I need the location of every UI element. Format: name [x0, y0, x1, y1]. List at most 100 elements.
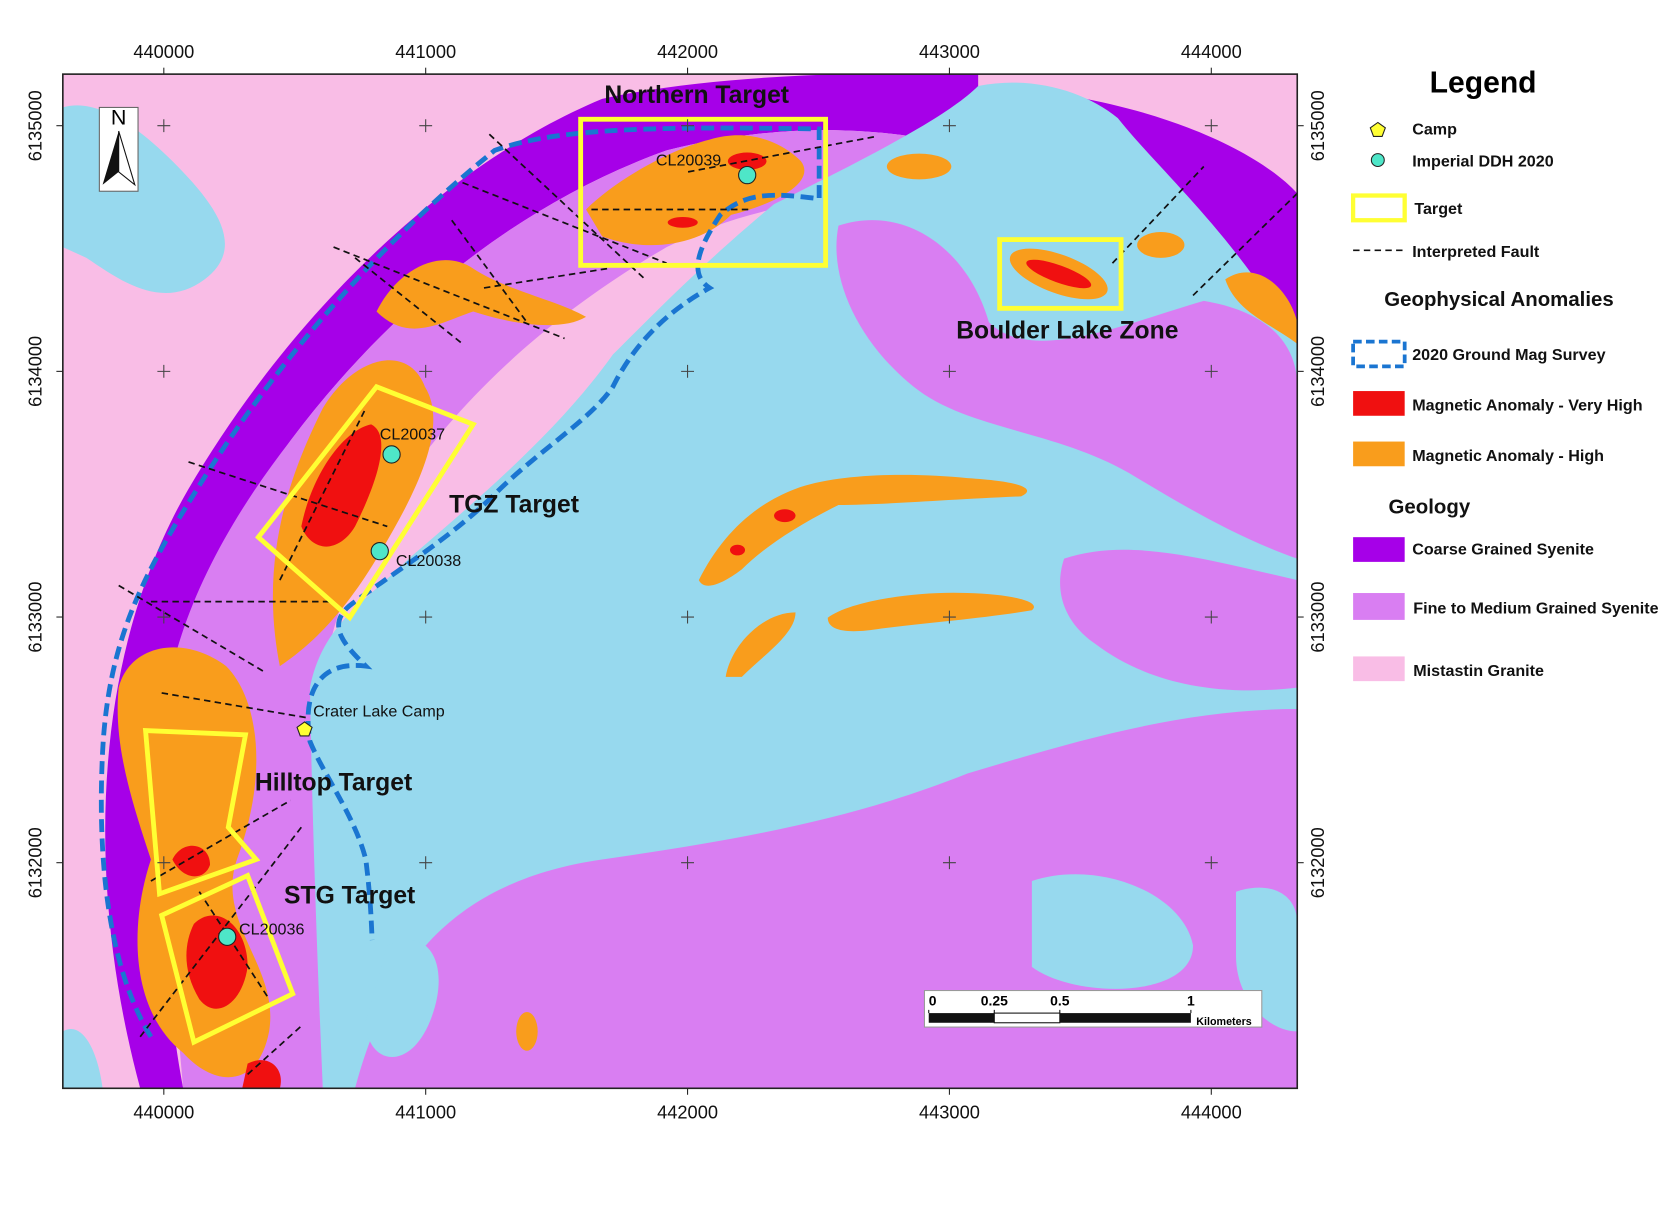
scale-unit: Kilometers — [1196, 1016, 1252, 1028]
fault — [354, 257, 464, 345]
target — [997, 237, 1124, 311]
target-label: Northern Target — [604, 82, 789, 109]
drill-hole-label: CL20037 — [380, 425, 445, 443]
grid-cross — [681, 364, 695, 378]
y-tick-label: 6135000 — [24, 90, 45, 161]
grid-cross — [681, 119, 695, 133]
scale-tick-label: 1 — [1187, 993, 1195, 1009]
scale-tick-label: 0.5 — [1050, 993, 1070, 1009]
legend-label: Magnetic Anomaly - Very High — [1412, 396, 1642, 414]
map-area: Northern Target TGZ Target Hilltop Targe… — [62, 74, 1298, 1089]
lake — [1031, 874, 1194, 989]
scale-segment — [1059, 1013, 1191, 1023]
drill-hole — [218, 927, 237, 946]
camp-label: Crater Lake Camp — [313, 703, 445, 721]
north-label: N — [111, 106, 127, 130]
scale-segment — [928, 1013, 995, 1023]
survey-boundary — [98, 125, 822, 1039]
fault — [333, 246, 565, 340]
x-tick-label: 441000 — [395, 1101, 456, 1122]
anomaly-very-high — [172, 845, 211, 877]
legend-title: Legend — [1430, 66, 1537, 99]
fault — [1192, 192, 1298, 297]
y-tick-label: 6135000 — [1307, 90, 1328, 161]
target-label: STG Target — [284, 883, 415, 910]
legend-symbol — [1369, 121, 1386, 137]
scale-tick-label: 0.25 — [981, 993, 1008, 1009]
grid-cross — [942, 856, 956, 870]
grid-cross — [681, 856, 695, 870]
legend-symbol — [1351, 339, 1407, 369]
north-arrow-half — [118, 130, 136, 187]
fault — [161, 692, 307, 719]
legend-symbol — [1353, 441, 1405, 467]
lake — [62, 1028, 103, 1089]
y-tick-label: 6133000 — [24, 581, 45, 652]
map-frame — [62, 73, 1299, 1090]
drill-hole-label: CL20036 — [239, 921, 304, 939]
legend-heading: Geology — [1389, 497, 1471, 519]
drill-hole-label: CL20039 — [656, 151, 721, 169]
grid-cross — [1204, 610, 1218, 624]
grid-cross — [942, 610, 956, 624]
fault — [488, 133, 646, 280]
axis-ticks: 440000 440000 441000 441000 442000 442000 4430… — [24, 41, 1328, 1122]
legend-label: 2020 Ground Mag Survey — [1412, 346, 1605, 364]
north-arrow: N — [98, 106, 139, 192]
anomaly-high — [698, 474, 1028, 586]
anomalies — [117, 135, 1298, 1089]
anomaly-high — [886, 153, 952, 180]
y-tick-label: 6134000 — [1307, 336, 1328, 407]
legend-symbol — [1353, 656, 1405, 682]
target — [578, 116, 829, 268]
grid-cross — [419, 119, 433, 133]
y-tick-label: 6132000 — [24, 827, 45, 898]
grid-cross — [419, 364, 433, 378]
legend-symbol — [1353, 391, 1405, 416]
drill-hole-label: CL20038 — [396, 552, 461, 570]
fault — [462, 181, 667, 265]
legend-heading: Geophysical Anomalies — [1384, 289, 1613, 311]
camp — [296, 721, 313, 737]
y-tick-label: 6134000 — [24, 336, 45, 407]
grid-cross — [942, 119, 956, 133]
x-tick-label: 440000 — [133, 41, 194, 62]
grid-cross — [1204, 119, 1218, 133]
grid-cross — [681, 610, 695, 624]
scale-tick-label: 0 — [929, 993, 937, 1009]
legend-label: Mistastin Granite — [1413, 662, 1544, 680]
fine-syenite — [836, 220, 1298, 559]
target — [255, 383, 477, 622]
x-tick-label: 442000 — [657, 1101, 718, 1122]
x-tick-label: 442000 — [657, 41, 718, 62]
target-label: TGZ Target — [449, 491, 579, 518]
fault — [118, 584, 265, 673]
anomaly-very-high — [667, 217, 698, 228]
x-tick-label: 443000 — [919, 1101, 980, 1122]
legend-label: Coarse Grained Syenite — [1412, 540, 1594, 558]
lake — [365, 939, 439, 1057]
anomaly-high — [1137, 232, 1185, 258]
fault — [247, 1025, 302, 1075]
legend-symbol — [1350, 193, 1407, 223]
legend-label: Interpreted Fault — [1412, 243, 1540, 261]
grid-cross — [942, 364, 956, 378]
legend-symbol — [1353, 593, 1405, 620]
target — [142, 728, 261, 898]
coarse-syenite — [105, 74, 979, 1089]
legend-label: Fine to Medium Grained Syenite — [1413, 599, 1658, 617]
legend-symbol — [1370, 153, 1385, 168]
grid-cross — [157, 364, 171, 378]
target-label: Hilltop Target — [255, 770, 412, 797]
anomaly-very-high — [774, 509, 796, 523]
x-tick-label: 444000 — [1181, 41, 1242, 62]
drill-hole — [738, 165, 757, 185]
grid-cross — [157, 610, 171, 624]
grid-crosses — [157, 119, 1218, 870]
legend-symbol — [1353, 537, 1405, 562]
drill-hole — [370, 542, 389, 561]
anomaly-high — [827, 592, 1034, 632]
legend-label: Camp — [1412, 120, 1457, 138]
